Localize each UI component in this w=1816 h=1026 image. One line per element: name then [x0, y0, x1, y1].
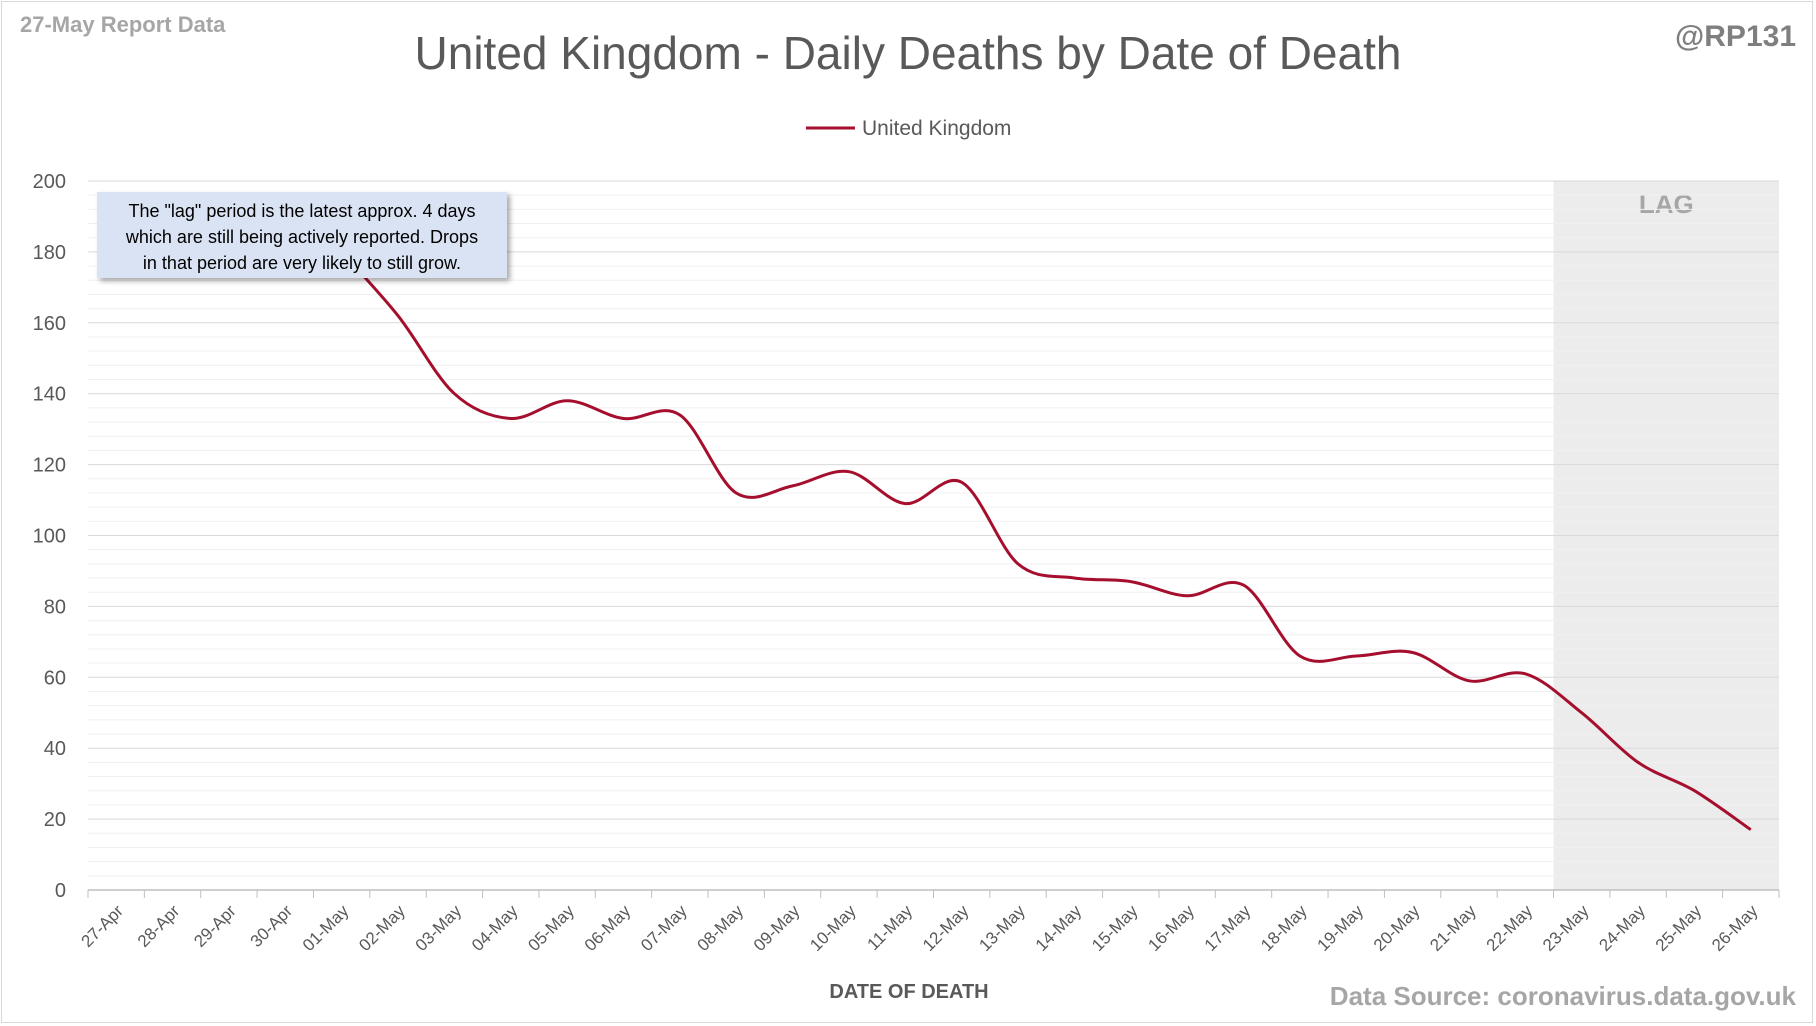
x-tick-label: 04-May	[468, 901, 522, 955]
x-tick-label: 01-May	[299, 901, 353, 955]
annotation-line-2: which are still being actively reported.…	[125, 227, 479, 247]
y-tick-label: 20	[44, 809, 66, 831]
lag-label: LAG	[1639, 189, 1694, 219]
x-tick-label: 19-May	[1314, 901, 1368, 955]
report-date-label: 27-May Report Data	[20, 12, 226, 37]
x-tick-label: 05-May	[524, 901, 578, 955]
y-tick-label: 0	[55, 880, 66, 902]
x-tick-label: 08-May	[694, 901, 748, 955]
x-tick-label: 11-May	[864, 901, 917, 954]
x-tick-label: 20-May	[1370, 901, 1424, 955]
x-tick-label: 18-May	[1257, 901, 1311, 955]
lag-annotation-box: The "lag" period is the latest approx. 4…	[97, 192, 507, 278]
author-handle: @RP131	[1675, 20, 1796, 53]
x-tick-label: 02-May	[355, 901, 409, 955]
x-tick-label: 09-May	[750, 901, 804, 955]
y-tick-label: 160	[33, 313, 66, 335]
x-tick-label: 13-May	[975, 901, 1029, 955]
x-tick-label: 15-May	[1088, 901, 1142, 955]
annotation-line-3: in that period are very likely to still …	[142, 253, 462, 273]
x-tick-label: 23-May	[1539, 901, 1593, 955]
x-tick-label: 22-May	[1483, 901, 1537, 955]
x-tick-label: 03-May	[412, 901, 466, 955]
x-tick-label: 17-May	[1201, 901, 1255, 955]
y-tick-label: 200	[33, 171, 66, 193]
series-line	[340, 250, 1752, 831]
annotation-line-1: The "lag" period is the latest approx. 4…	[128, 201, 476, 221]
x-tick-label: 16-May	[1144, 901, 1198, 955]
x-tick-label: 10-May	[806, 901, 860, 955]
x-tick-label: 24-May	[1595, 901, 1649, 955]
x-tick-label: 27-Apr	[77, 901, 127, 951]
y-tick-label: 120	[33, 455, 66, 477]
y-tick-label: 140	[33, 384, 66, 406]
x-tick-label: 30-Apr	[247, 901, 297, 951]
x-tick-label: 06-May	[581, 901, 635, 955]
y-tick-label: 180	[33, 242, 66, 264]
data-source-label: Data Source: coronavirus.data.gov.uk	[1329, 981, 1796, 1011]
x-tick-label: 14-May	[1032, 901, 1086, 955]
x-axis-label: DATE OF DEATH	[829, 981, 988, 1003]
y-tick-label: 100	[33, 526, 66, 548]
y-tick-label: 60	[44, 667, 66, 689]
chart-title: United Kingdom - Daily Deaths by Date of…	[414, 27, 1402, 79]
y-tick-label: 80	[44, 596, 66, 618]
x-tick-label: 29-Apr	[190, 901, 240, 951]
x-tick-label: 12-May	[919, 901, 973, 955]
x-tick-label: 26-May	[1708, 901, 1762, 955]
y-tick-label: 40	[44, 738, 66, 760]
x-tick-label: 25-May	[1652, 901, 1706, 955]
x-tick-label: 28-Apr	[134, 901, 184, 951]
x-tick-label: 21-May	[1426, 901, 1480, 955]
x-tick-label: 07-May	[637, 901, 691, 955]
legend-entry: United Kingdom	[862, 117, 1011, 140]
